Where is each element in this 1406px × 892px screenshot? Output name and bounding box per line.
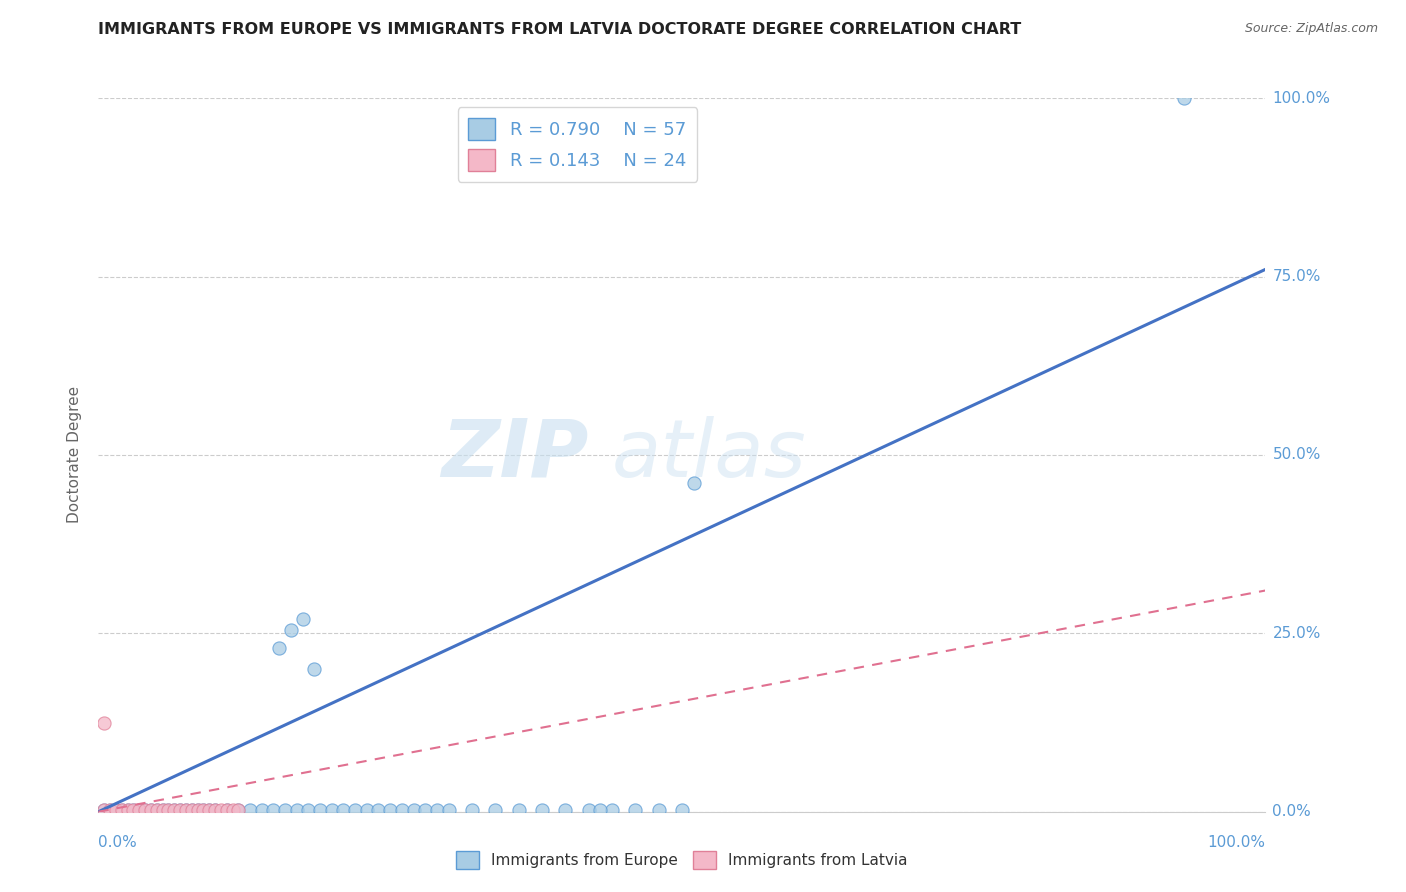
Point <box>198 803 221 817</box>
Point <box>93 803 115 817</box>
Point <box>198 803 221 817</box>
Point <box>193 803 215 817</box>
Point <box>309 803 332 817</box>
Point <box>111 803 134 817</box>
Point <box>152 803 174 817</box>
Point <box>174 803 197 817</box>
Point <box>139 803 162 817</box>
Point <box>682 476 704 491</box>
Point <box>297 803 319 817</box>
Point <box>671 803 693 817</box>
Point <box>139 803 162 817</box>
Point <box>413 803 436 817</box>
Point <box>157 803 180 817</box>
Point <box>134 803 156 817</box>
Point <box>122 803 145 817</box>
Text: Source: ZipAtlas.com: Source: ZipAtlas.com <box>1244 22 1378 36</box>
Y-axis label: Doctorate Degree: Doctorate Degree <box>67 386 83 524</box>
Point <box>163 803 186 817</box>
Point <box>461 803 484 817</box>
Point <box>157 803 180 817</box>
Point <box>187 803 209 817</box>
Point <box>117 803 139 817</box>
Point <box>228 803 250 817</box>
Point <box>437 803 460 817</box>
Text: 100.0%: 100.0% <box>1272 91 1330 105</box>
Point <box>98 803 121 817</box>
Point <box>402 803 425 817</box>
Text: 100.0%: 100.0% <box>1208 836 1265 850</box>
Point <box>152 803 174 817</box>
Point <box>228 803 250 817</box>
Point <box>321 803 343 817</box>
Point <box>554 803 576 817</box>
Point <box>209 803 232 817</box>
Text: 25.0%: 25.0% <box>1272 626 1320 640</box>
Point <box>262 803 284 817</box>
Point <box>104 803 127 817</box>
Point <box>134 803 156 817</box>
Point <box>122 803 145 817</box>
Legend: Immigrants from Europe, Immigrants from Latvia: Immigrants from Europe, Immigrants from … <box>450 845 914 875</box>
Text: atlas: atlas <box>612 416 807 494</box>
Point <box>111 803 134 817</box>
Point <box>180 803 202 817</box>
Point <box>367 803 389 817</box>
Point <box>215 803 238 817</box>
Point <box>274 803 297 817</box>
Point <box>239 803 262 817</box>
Point <box>291 612 314 626</box>
Point <box>304 662 326 676</box>
Text: ZIP: ZIP <box>441 416 589 494</box>
Point <box>391 803 413 817</box>
Point <box>600 803 623 817</box>
Point <box>180 803 202 817</box>
Point <box>344 803 367 817</box>
Text: 0.0%: 0.0% <box>1272 805 1312 819</box>
Point <box>204 803 226 817</box>
Point <box>589 803 612 817</box>
Point <box>1173 91 1195 105</box>
Point <box>193 803 215 817</box>
Point <box>146 803 169 817</box>
Point <box>174 803 197 817</box>
Point <box>221 803 243 817</box>
Point <box>93 715 115 730</box>
Point <box>128 803 150 817</box>
Point <box>578 803 600 817</box>
Point <box>356 803 378 817</box>
Point <box>484 803 506 817</box>
Point <box>508 803 530 817</box>
Text: 75.0%: 75.0% <box>1272 269 1320 284</box>
Point <box>146 803 169 817</box>
Point <box>426 803 449 817</box>
Point <box>624 803 647 817</box>
Text: 50.0%: 50.0% <box>1272 448 1320 462</box>
Point <box>98 803 121 817</box>
Text: IMMIGRANTS FROM EUROPE VS IMMIGRANTS FROM LATVIA DOCTORATE DEGREE CORRELATION CH: IMMIGRANTS FROM EUROPE VS IMMIGRANTS FRO… <box>98 22 1022 37</box>
Point <box>647 803 669 817</box>
Point <box>169 803 191 817</box>
Point <box>530 803 553 817</box>
Text: 0.0%: 0.0% <box>98 836 138 850</box>
Point <box>169 803 191 817</box>
Point <box>332 803 354 817</box>
Point <box>187 803 209 817</box>
Point <box>93 803 115 817</box>
Point <box>204 803 226 817</box>
Point <box>117 803 139 817</box>
Point <box>104 803 127 817</box>
Point <box>128 803 150 817</box>
Point <box>378 803 402 817</box>
Point <box>163 803 186 817</box>
Point <box>250 803 273 817</box>
Point <box>269 640 291 655</box>
Point <box>215 803 238 817</box>
Point <box>285 803 308 817</box>
Point <box>280 623 302 637</box>
